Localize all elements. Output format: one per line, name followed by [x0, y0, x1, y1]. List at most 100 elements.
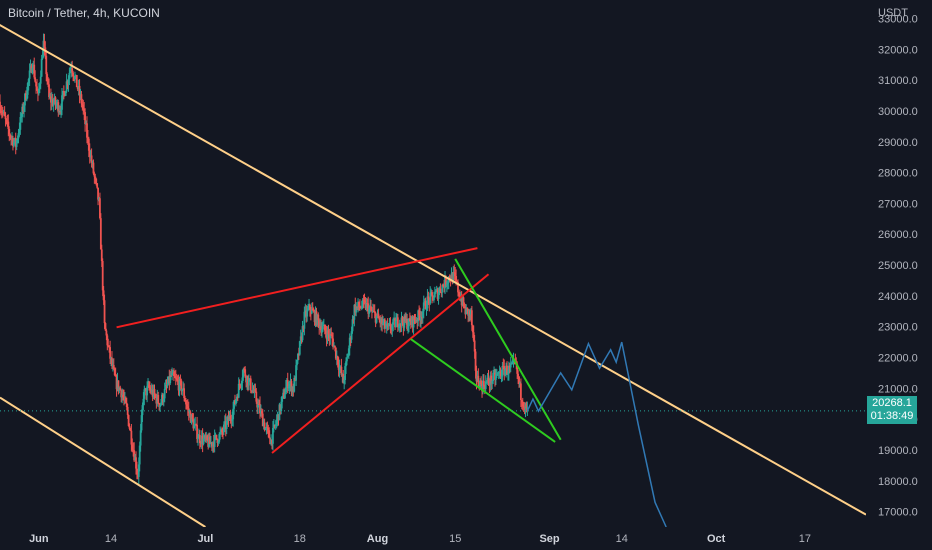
- candle-body: [385, 323, 388, 328]
- candle-body: [239, 384, 242, 386]
- candle-body: [180, 380, 183, 392]
- candle-body: [397, 326, 400, 328]
- candle-body: [463, 306, 466, 308]
- candle-body: [378, 318, 381, 320]
- candle-body: [120, 390, 123, 398]
- candle-body: [74, 76, 76, 80]
- candle-body: [220, 429, 223, 433]
- candle-body: [315, 311, 318, 325]
- candle-body: [25, 94, 28, 100]
- candle-body: [216, 438, 219, 443]
- candle-body: [115, 376, 118, 390]
- candle-body: [436, 289, 439, 299]
- candle-body: [453, 272, 456, 274]
- wedge-lower-line[interactable]: [271, 273, 490, 454]
- candle-body: [95, 178, 98, 184]
- wedge-upper-line[interactable]: [116, 247, 478, 329]
- candle-body: [393, 318, 396, 320]
- candle-body: [49, 96, 51, 98]
- candle-body: [507, 373, 509, 375]
- candle-body: [424, 301, 427, 310]
- candle-body: [279, 404, 282, 412]
- candle-body: [426, 296, 429, 309]
- candle-body: [210, 442, 213, 446]
- price-tick-label: 23000.0: [878, 322, 918, 334]
- price-tick-label: 30000.0: [878, 106, 918, 118]
- candle-body: [18, 129, 21, 134]
- candle-body: [158, 403, 161, 407]
- candle-body: [96, 183, 99, 188]
- candle-body: [334, 345, 336, 348]
- candle-body: [317, 314, 320, 321]
- candle-body: [221, 429, 223, 433]
- candle-body: [92, 162, 95, 174]
- candle-body: [106, 335, 109, 346]
- channel-upper-line[interactable]: [0, 0, 867, 516]
- candle-body: [319, 326, 322, 329]
- candle-body: [203, 435, 206, 439]
- price-tick-label: 18000.0: [878, 476, 918, 488]
- candle-body: [230, 419, 233, 421]
- trendlines[interactable]: [0, 0, 867, 528]
- candle-body: [305, 310, 308, 317]
- candle-body: [368, 307, 371, 314]
- candle-body: [272, 424, 275, 428]
- candle-body: [493, 372, 495, 374]
- channel-lower-line[interactable]: [0, 396, 206, 528]
- last-price-tag: 20268.1 01:38:49: [867, 396, 917, 424]
- projection-line[interactable]: [526, 341, 667, 528]
- candle-body: [52, 102, 55, 106]
- time-axis[interactable]: [0, 527, 866, 550]
- candle-body: [304, 310, 307, 312]
- projection-path[interactable]: [526, 341, 667, 528]
- candle-body: [173, 372, 175, 377]
- candle-body: [382, 322, 384, 325]
- candle-body: [523, 407, 526, 410]
- candle-body: [193, 424, 196, 429]
- candle-body: [256, 401, 259, 408]
- candle-body: [371, 310, 374, 312]
- candle-body: [22, 106, 25, 112]
- candle-body: [204, 435, 207, 439]
- candle-body: [451, 273, 454, 283]
- candle-body: [177, 381, 180, 391]
- candle-body: [496, 373, 499, 375]
- candle-body: [36, 86, 38, 91]
- candle-body: [146, 386, 149, 396]
- candle-body: [473, 340, 476, 352]
- candle-body: [1, 112, 4, 114]
- candle-body: [153, 389, 156, 395]
- candle-body: [245, 376, 248, 383]
- candle-body: [24, 93, 26, 106]
- candle-body: [37, 88, 40, 94]
- candle-body: [145, 388, 148, 396]
- candle-body: [423, 301, 426, 303]
- falling-wedge-lower-line[interactable]: [410, 338, 556, 443]
- candle-body: [439, 288, 442, 293]
- candle-body: [15, 140, 18, 147]
- candle-body: [54, 97, 57, 105]
- candle-body: [389, 323, 392, 330]
- falling-wedge-upper-line[interactable]: [454, 258, 562, 441]
- candle-body: [396, 317, 398, 321]
- candle-body: [450, 273, 453, 282]
- candle-body: [251, 390, 254, 393]
- price-tick-label: 22000.0: [878, 352, 918, 364]
- candle-body: [457, 282, 459, 293]
- candle-body: [352, 319, 355, 321]
- candle-body: [51, 99, 54, 106]
- candle-body: [73, 76, 75, 80]
- candle-body: [168, 376, 171, 384]
- candle-body: [330, 334, 333, 336]
- candle-body: [178, 379, 181, 391]
- candle-body: [526, 407, 529, 409]
- candle-body: [85, 123, 87, 125]
- candle-body: [159, 405, 161, 407]
- candle-body: [226, 416, 229, 421]
- candle-body: [100, 249, 103, 262]
- candle-body: [371, 310, 373, 312]
- candle-body: [103, 300, 106, 324]
- price-axis[interactable]: [866, 0, 932, 550]
- candle-body: [410, 316, 413, 325]
